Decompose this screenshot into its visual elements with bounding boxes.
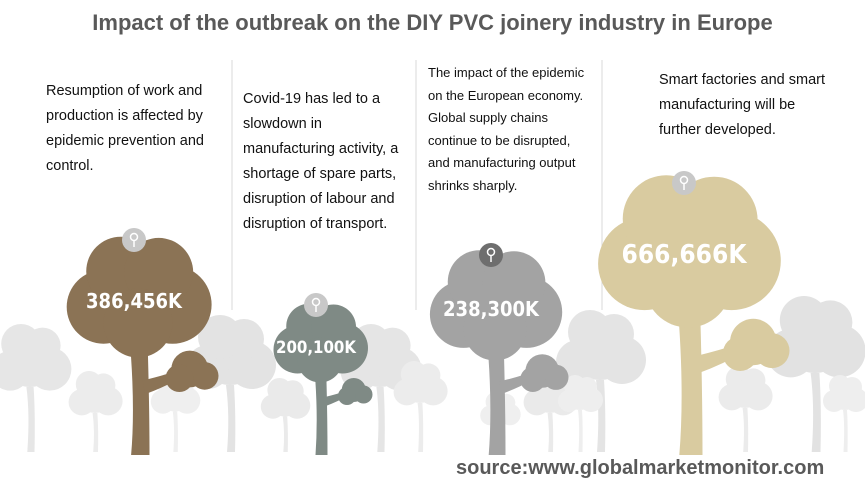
crown xyxy=(808,300,853,345)
tree-value: 200,100K xyxy=(276,338,357,358)
text-line: control. xyxy=(46,158,94,174)
main-tree xyxy=(598,175,790,455)
background-tree xyxy=(0,324,72,452)
column-text: Covid-19 has led to a slowdown in manufact… xyxy=(243,87,398,237)
small-crown xyxy=(754,333,790,369)
text-line: further developed. xyxy=(659,122,776,138)
text-line: slowdown in xyxy=(243,116,322,132)
text-line: Covid-19 has led to a xyxy=(243,91,381,107)
trunk xyxy=(486,334,506,455)
crown xyxy=(842,377,862,397)
crown xyxy=(416,363,441,388)
tree-value: 238,300K xyxy=(443,297,540,321)
text-line: on the European economy. xyxy=(428,87,584,103)
trunk xyxy=(843,410,848,452)
text-line: shrinks sharply. xyxy=(428,177,518,193)
text-line: epidemic prevention and xyxy=(46,133,204,149)
background-tree xyxy=(718,366,773,452)
crown xyxy=(741,368,766,393)
small-crown xyxy=(338,387,356,405)
text-line: Global supply chains xyxy=(428,110,548,125)
trunk xyxy=(742,408,749,452)
crown xyxy=(644,240,732,328)
main-tree xyxy=(429,250,569,455)
trunk xyxy=(376,387,385,452)
crown xyxy=(224,319,264,359)
text-line: production is affected by xyxy=(46,108,203,124)
background-tree xyxy=(393,361,448,452)
column-text: The impact of the epidemic on the Europea… xyxy=(428,62,584,197)
tree-value: 386,456K xyxy=(86,289,183,313)
text-line: shortage of spare parts, xyxy=(243,166,397,182)
background-tree xyxy=(68,371,123,452)
trunk xyxy=(128,328,150,455)
small-crown xyxy=(722,336,758,371)
trunk xyxy=(676,291,703,455)
main-tree xyxy=(66,236,219,455)
trunk xyxy=(282,416,288,452)
crown xyxy=(577,377,597,397)
trunk xyxy=(810,373,821,452)
text-line: Smart factories and smart xyxy=(659,72,825,88)
trunk xyxy=(578,410,583,452)
small-crown xyxy=(190,362,219,390)
column-text: Resumption of work and production is affe… xyxy=(46,79,204,179)
crown xyxy=(297,337,343,383)
crown xyxy=(374,327,411,364)
text-line: manufacturing will be xyxy=(659,97,796,113)
small-crown xyxy=(520,366,546,392)
trunk xyxy=(417,403,424,452)
small-crown xyxy=(354,385,373,404)
tree-value: 666,666K xyxy=(622,240,748,270)
crown xyxy=(463,297,527,361)
source: source:www.globalmarketmonitor.com xyxy=(456,457,825,479)
crown xyxy=(91,373,116,398)
column-text: Smart factories and smart manufacturing w… xyxy=(659,68,825,143)
background-tree xyxy=(556,310,646,452)
crown xyxy=(594,314,634,354)
background-tree xyxy=(766,296,865,452)
trunk xyxy=(172,411,178,452)
crown xyxy=(24,327,61,364)
crown xyxy=(103,288,173,358)
trunk xyxy=(314,363,328,455)
trunk xyxy=(547,413,554,452)
text-line: Resumption of work and xyxy=(46,83,203,99)
text-line: disruption of transport. xyxy=(243,216,388,232)
text-line: The impact of the epidemic xyxy=(428,65,585,80)
crown xyxy=(281,380,304,403)
text-line: continue to be disrupted, xyxy=(428,132,571,148)
text-line: manufacturing activity, a xyxy=(243,141,399,157)
small-crown xyxy=(165,364,194,393)
trunk xyxy=(26,387,35,452)
title: Impact of the outbreak on the DIY PVC jo… xyxy=(92,10,773,35)
background-tree xyxy=(558,375,603,452)
background-tree xyxy=(823,375,865,452)
text-line: disruption of labour and xyxy=(243,191,395,207)
background-tree xyxy=(260,378,311,452)
trunk xyxy=(92,413,99,452)
small-crown xyxy=(543,364,569,390)
text-line: and manufacturing output xyxy=(428,155,576,170)
trunk xyxy=(226,385,236,452)
main-tree xyxy=(273,303,373,455)
